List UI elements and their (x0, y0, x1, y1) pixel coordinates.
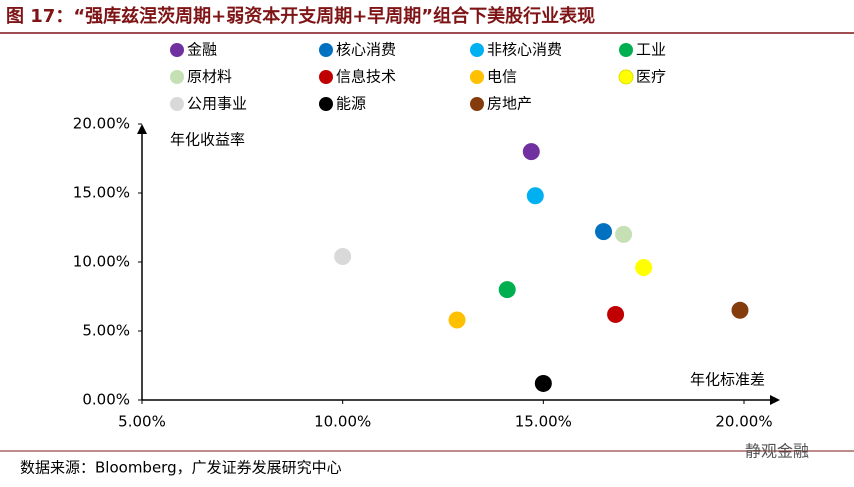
x-tick-label: 15.00% (515, 413, 572, 431)
point (448, 311, 466, 329)
x-axis-title: 年化标准差 (690, 371, 765, 389)
point (731, 301, 749, 319)
legend-label: 能源 (336, 95, 366, 113)
legend-marker (470, 43, 484, 57)
legend-label: 核心消费 (336, 41, 396, 59)
y-tick-label: 15.00% (73, 184, 130, 202)
legend-label: 信息技术 (336, 68, 396, 86)
y-tick-label: 5.00% (82, 322, 130, 340)
point (522, 143, 540, 161)
legend-marker (319, 97, 333, 111)
y-axis-title: 年化收益率 (170, 131, 245, 149)
legend-marker (470, 97, 484, 111)
legend-marker (170, 43, 184, 57)
legend-label: 电信 (487, 68, 517, 86)
legend-marker (170, 97, 184, 111)
x-tick-label: 10.00% (314, 413, 371, 431)
legend-marker (170, 70, 184, 84)
legend-marker (618, 69, 634, 85)
x-tick-label: 20.00% (715, 413, 772, 431)
legend-label: 非核心消费 (487, 41, 562, 59)
source-note: 数据来源：Bloomberg，广发证券发展研究中心 (20, 459, 342, 477)
point (615, 225, 633, 243)
legend-label: 金融 (187, 41, 217, 59)
point (607, 305, 625, 323)
point (334, 247, 352, 265)
point (595, 223, 613, 241)
y-tick-label: 10.00% (73, 253, 130, 271)
legend-label: 房地产 (487, 95, 532, 113)
legend-label: 原材料 (187, 68, 232, 86)
legend-label: 工业 (636, 41, 666, 59)
y-tick-label: 20.00% (73, 115, 130, 133)
legend-label: 医疗 (636, 68, 666, 86)
legend-marker (319, 43, 333, 57)
y-tick-label: 0.00% (82, 391, 130, 409)
watermark: 静观金融 (745, 442, 809, 461)
y-axis-arrow (137, 124, 147, 134)
point (635, 259, 653, 277)
legend-marker (619, 43, 633, 57)
point (498, 281, 516, 299)
x-tick-label: 5.00% (118, 413, 166, 431)
chart-title: 图 17：“强库兹涅茨周期+弱资本开支周期+早周期”组合下美股行业表现 (6, 5, 595, 27)
legend-marker (470, 70, 484, 84)
point (534, 374, 552, 392)
x-axis-arrow (770, 395, 780, 405)
legend-label: 公用事业 (187, 95, 247, 113)
point (526, 187, 544, 205)
legend-marker (319, 70, 333, 84)
